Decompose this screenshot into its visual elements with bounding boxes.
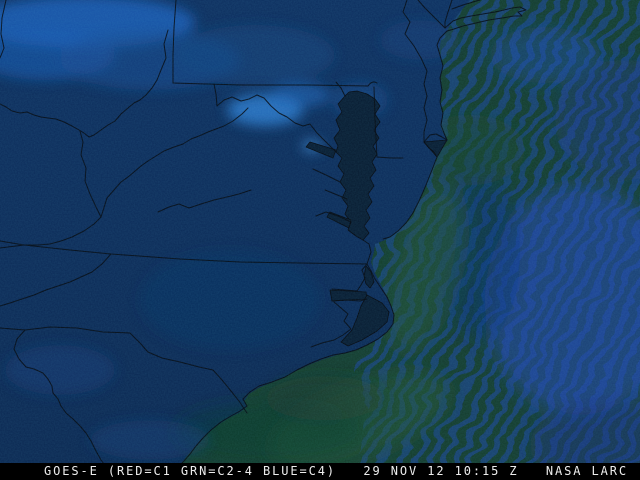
caption-text: GOES-E (RED=C1 GRN=C2-4 BLUE=C4) 29 NOV … — [44, 464, 628, 478]
caption-bar: GOES-E (RED=C1 GRN=C2-4 BLUE=C4) 29 NOV … — [0, 463, 640, 480]
noise-overlay — [0, 0, 640, 464]
satellite-map-image — [0, 0, 640, 464]
